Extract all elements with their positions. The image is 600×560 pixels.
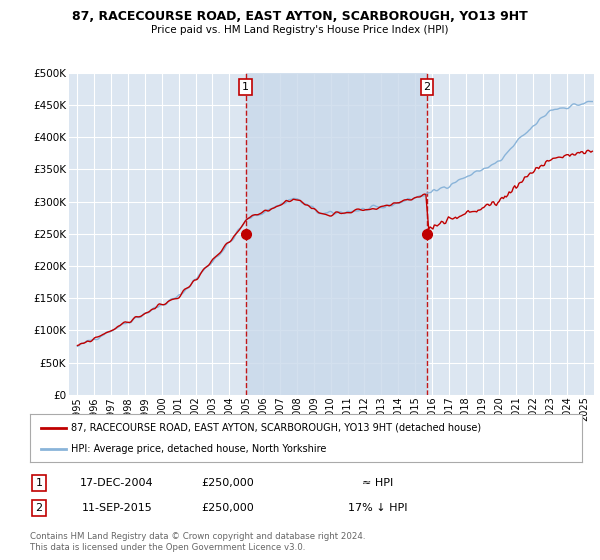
Text: 87, RACECOURSE ROAD, EAST AYTON, SCARBOROUGH, YO13 9HT (detached house): 87, RACECOURSE ROAD, EAST AYTON, SCARBOR… [71,423,482,433]
Text: HPI: Average price, detached house, North Yorkshire: HPI: Average price, detached house, Nort… [71,444,327,454]
Text: 11-SEP-2015: 11-SEP-2015 [82,503,152,513]
Text: 1: 1 [242,82,249,92]
Text: Price paid vs. HM Land Registry's House Price Index (HPI): Price paid vs. HM Land Registry's House … [151,25,449,35]
Text: 17% ↓ HPI: 17% ↓ HPI [348,503,408,513]
Text: 87, RACECOURSE ROAD, EAST AYTON, SCARBOROUGH, YO13 9HT: 87, RACECOURSE ROAD, EAST AYTON, SCARBOR… [72,10,528,23]
Bar [245,73,427,395]
Text: 17-DEC-2004: 17-DEC-2004 [80,478,154,488]
Text: 1: 1 [35,478,43,488]
Text: £250,000: £250,000 [202,478,254,488]
Text: ≈ HPI: ≈ HPI [362,478,394,488]
Text: £250,000: £250,000 [202,503,254,513]
Text: 2: 2 [35,503,43,513]
Text: 2: 2 [424,82,431,92]
Text: Contains HM Land Registry data © Crown copyright and database right 2024.
This d: Contains HM Land Registry data © Crown c… [30,532,365,552]
